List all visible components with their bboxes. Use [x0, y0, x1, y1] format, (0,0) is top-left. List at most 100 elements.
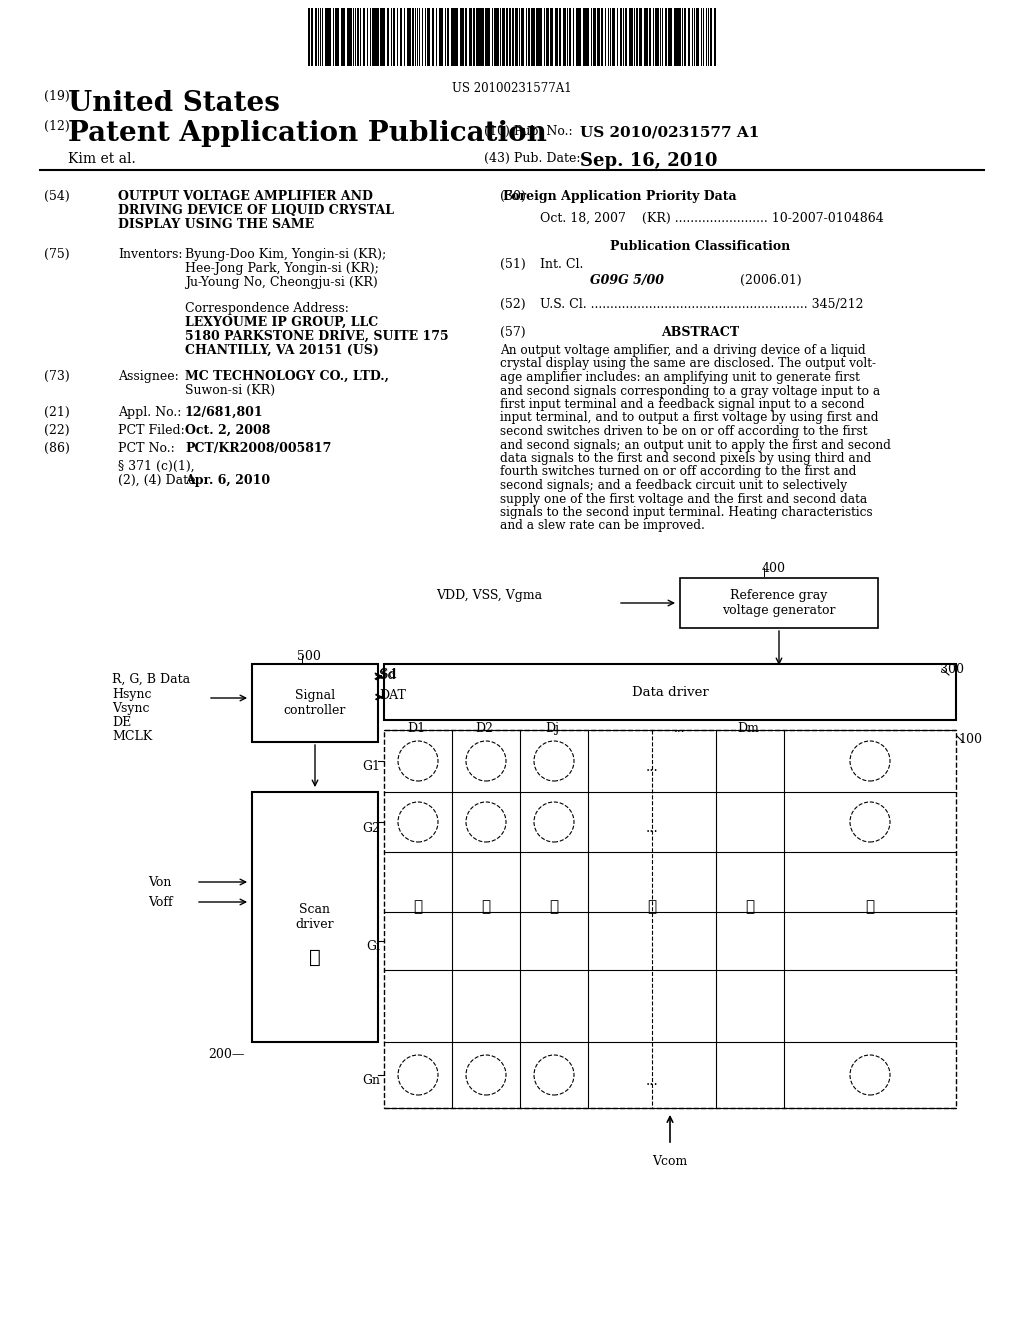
Bar [676, 8, 679, 66]
Bar [393, 8, 395, 66]
Bar [597, 8, 600, 66]
Bar [512, 8, 514, 66]
Bar [456, 8, 458, 66]
Bar [630, 8, 633, 66]
Text: (12): (12) [44, 120, 70, 133]
Text: ...: ... [645, 821, 658, 836]
Bar [407, 8, 409, 66]
Bar [387, 8, 389, 66]
Text: Foreign Application Priority Data: Foreign Application Priority Data [503, 190, 737, 203]
Bar [556, 8, 558, 66]
Text: ⋮: ⋮ [309, 949, 321, 968]
Bar [476, 8, 478, 66]
Text: Appl. No.:: Appl. No.: [118, 407, 181, 418]
Text: Kim et al.: Kim et al. [68, 152, 136, 166]
Text: (57): (57) [500, 326, 525, 339]
Bar [400, 8, 402, 66]
Text: Data driver: Data driver [632, 685, 709, 698]
Text: signals to the second input terminal. Heating characteristics: signals to the second input terminal. He… [500, 506, 872, 519]
Text: Dj: Dj [545, 722, 559, 735]
Text: ⋮: ⋮ [745, 900, 755, 913]
Text: Hsync: Hsync [112, 688, 152, 701]
Bar [714, 8, 716, 66]
Text: DISPLAY USING THE SAME: DISPLAY USING THE SAME [118, 218, 314, 231]
Bar [679, 8, 681, 66]
Text: DRIVING DEVICE OF LIQUID CRYSTAL: DRIVING DEVICE OF LIQUID CRYSTAL [118, 205, 394, 216]
Bar [329, 8, 331, 66]
Bar [546, 8, 549, 66]
Bar [665, 8, 667, 66]
Bar [409, 8, 411, 66]
Text: MC TECHNOLOGY CO., LTD.,: MC TECHNOLOGY CO., LTD., [185, 370, 389, 383]
Bar [696, 8, 699, 66]
Bar [532, 8, 535, 66]
Bar [481, 8, 484, 66]
Text: PCT/KR2008/005817: PCT/KR2008/005817 [185, 442, 332, 455]
Text: (19): (19) [44, 90, 70, 103]
Text: MCLK: MCLK [112, 730, 153, 743]
Text: (75): (75) [44, 248, 70, 261]
Bar [485, 8, 488, 66]
Text: (2), (4) Date:: (2), (4) Date: [118, 474, 200, 487]
Bar [412, 8, 414, 66]
Text: Signal
controller: Signal controller [284, 689, 346, 717]
Text: first input terminal and a feedback signal input to a second: first input terminal and a feedback sign… [500, 399, 864, 411]
Text: DE: DE [112, 715, 131, 729]
Bar [680, 578, 878, 628]
Text: ⋮: ⋮ [481, 900, 490, 913]
Text: US 2010/0231577 A1: US 2010/0231577 A1 [580, 125, 760, 139]
Text: (51): (51) [500, 257, 525, 271]
Text: (30): (30) [500, 190, 526, 203]
Text: VDD, VSS, Vgma: VDD, VSS, Vgma [436, 589, 542, 602]
Text: 200—: 200— [208, 1048, 245, 1061]
Text: (2006.01): (2006.01) [700, 275, 802, 286]
Text: Sd: Sd [380, 668, 396, 681]
Text: 5180 PARKSTONE DRIVE, SUITE 175: 5180 PARKSTONE DRIVE, SUITE 175 [185, 330, 449, 343]
Text: age amplifier includes: an amplifying unit to generate first: age amplifier includes: an amplifying un… [500, 371, 860, 384]
Bar [311, 8, 313, 66]
Bar [668, 8, 671, 66]
Bar [327, 8, 329, 66]
Text: OUTPUT VOLTAGE AMPLIFIER AND: OUTPUT VOLTAGE AMPLIFIER AND [118, 190, 373, 203]
Text: Ju-Young No, Cheongju-si (KR): Ju-Young No, Cheongju-si (KR) [185, 276, 378, 289]
Bar [646, 8, 648, 66]
Bar [528, 8, 530, 66]
Text: LEXYOUME IP GROUP, LLC: LEXYOUME IP GROUP, LLC [185, 315, 378, 329]
Text: (21): (21) [44, 407, 70, 418]
Text: (73): (73) [44, 370, 70, 383]
Bar [494, 8, 497, 66]
Bar [376, 8, 378, 66]
Text: Sd: Sd [379, 669, 395, 682]
Text: (10) Pub. No.:: (10) Pub. No.: [484, 125, 572, 139]
Text: D1: D1 [407, 722, 425, 735]
Bar [325, 8, 327, 66]
Bar [362, 8, 365, 66]
Bar [373, 8, 376, 66]
Bar [503, 8, 505, 66]
Bar [710, 8, 712, 66]
Text: crystal display using the same are disclosed. The output volt-: crystal display using the same are discl… [500, 358, 876, 371]
Bar [341, 8, 344, 66]
Bar [440, 8, 443, 66]
Bar [586, 8, 589, 66]
Text: Vsync: Vsync [112, 702, 150, 715]
Text: PCT No.:: PCT No.: [118, 442, 175, 455]
Bar [539, 8, 541, 66]
Text: Voff: Voff [148, 896, 173, 909]
Text: (43) Pub. Date:: (43) Pub. Date: [484, 152, 581, 165]
Bar [469, 8, 472, 66]
Text: second signals; and a feedback circuit unit to selectively: second signals; and a feedback circuit u… [500, 479, 847, 492]
Text: Inventors:: Inventors: [118, 248, 182, 261]
Text: United States: United States [68, 90, 280, 117]
Bar [461, 8, 463, 66]
Text: ⋮: ⋮ [865, 900, 874, 913]
Text: ⋮: ⋮ [414, 900, 423, 913]
Bar [575, 8, 578, 66]
Text: An output voltage amplifier, and a driving device of a liquid: An output voltage amplifier, and a drivi… [500, 345, 865, 356]
Text: Hee-Jong Park, Yongin-si (KR);: Hee-Jong Park, Yongin-si (KR); [185, 261, 379, 275]
Bar [563, 8, 566, 66]
Text: ...: ... [674, 722, 686, 735]
Bar [559, 8, 561, 66]
Bar [594, 8, 596, 66]
Bar [380, 8, 382, 66]
